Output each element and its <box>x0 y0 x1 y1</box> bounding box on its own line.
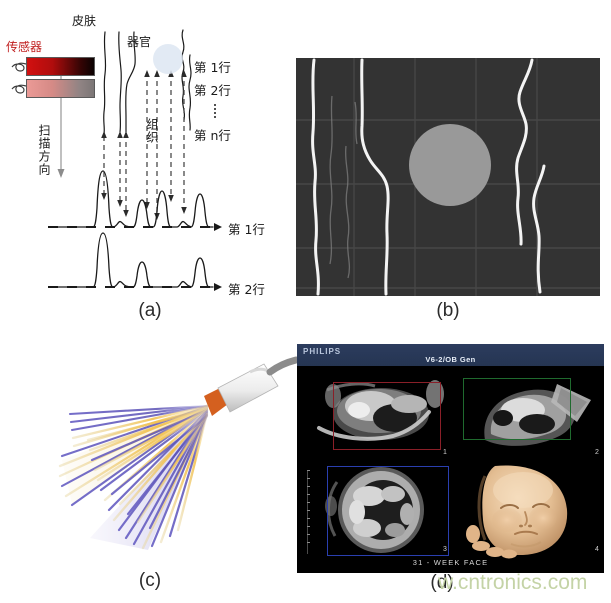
depth-ruler <box>307 470 310 554</box>
quadrant-1-roi-box <box>333 382 441 450</box>
quadrant-2-image <box>451 366 604 461</box>
probe-cable-icon <box>266 356 300 376</box>
quadrant-3-roi-box <box>327 466 449 556</box>
label-line-1: 第 1行 <box>194 60 231 75</box>
panel-b-vector-drawing <box>296 58 600 296</box>
transducer-element-bottom <box>26 79 95 98</box>
label-line-2: 第 2行 <box>194 83 231 98</box>
quadrant-2-roi-box <box>463 378 571 440</box>
label-baseline-row-1: 第 1行 <box>228 222 265 237</box>
quadrant-number-3: 3 <box>443 546 447 553</box>
site-watermark: w.cntronics.com <box>438 571 588 594</box>
panel-d-ultrasound-screen: PHILIPS V6-2/OB Gen <box>297 344 604 573</box>
panel-c-probe-beam-diagram <box>0 332 300 572</box>
circular-mass-region <box>409 124 491 206</box>
organ-blob-icon <box>153 44 183 74</box>
label-transducer: 传感器 <box>6 40 43 54</box>
panel-c-vector-drawing <box>58 356 300 550</box>
quadrant-4-view[interactable] <box>451 462 604 559</box>
quadrant-number-4: 4 <box>595 546 599 553</box>
study-caption: 31 - WEEK FACE <box>412 558 489 567</box>
quadrant-2-view[interactable] <box>451 366 604 461</box>
quadrant-number-1: 1 <box>443 449 447 456</box>
panel-label-c: (c) <box>138 570 162 591</box>
quadrant-1-image <box>297 366 450 461</box>
label-baseline-row-2: 第 2行 <box>228 282 265 297</box>
ultrasound-header-bar <box>297 344 604 366</box>
probe-preset-label: V6-2/OB Gen <box>425 355 476 364</box>
label-skin: 皮肤 <box>72 14 97 28</box>
label-organ: 器官 <box>127 35 152 49</box>
quadrant-3-view[interactable] <box>297 462 450 559</box>
panel-a-scan-diagram: 传感器 皮肤 器官 组织 扫描方向 第 1行 第 2行 第 n行 第 1行 第 … <box>0 0 300 300</box>
vertical-ellipsis-icon <box>213 102 216 120</box>
label-scan-direction: 扫描方向 <box>37 124 51 176</box>
panel-label-d: (d) <box>430 572 454 593</box>
panel-label-a: (a) <box>138 300 162 321</box>
panel-b-bscan-image <box>296 58 600 296</box>
transducer-element-top <box>26 57 95 76</box>
quadrant-4-3d-render <box>451 462 604 559</box>
probe-body-icon <box>217 363 279 413</box>
panel-label-b: (b) <box>436 300 460 321</box>
label-line-n: 第 n行 <box>194 128 231 143</box>
philips-logo: PHILIPS <box>303 347 342 356</box>
quadrant-1-view[interactable] <box>297 366 450 461</box>
quadrant-3-image <box>297 462 450 559</box>
quadrant-number-2: 2 <box>595 449 599 456</box>
transducer-cable-icon <box>11 62 27 94</box>
label-tissue: 组织 <box>145 118 159 144</box>
